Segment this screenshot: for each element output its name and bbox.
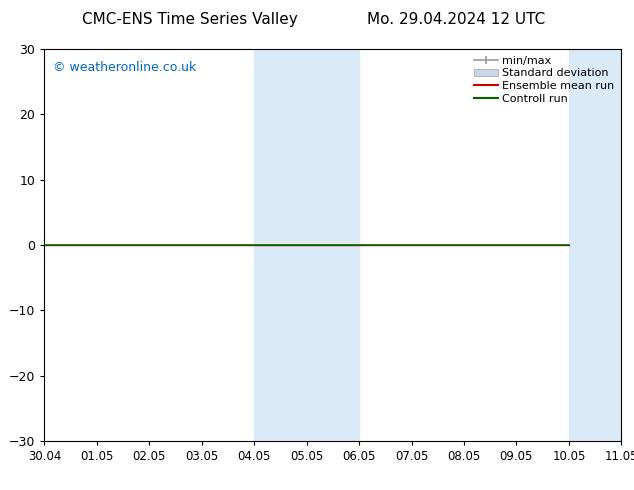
Bar [254, 49, 307, 441]
Text: CMC-ENS Time Series Valley: CMC-ENS Time Series Valley [82, 12, 298, 27]
Bar [569, 49, 621, 441]
Bar [307, 49, 359, 441]
Text: Mo. 29.04.2024 12 UTC: Mo. 29.04.2024 12 UTC [367, 12, 546, 27]
Legend: min/max, Standard deviation, Ensemble mean run, Controll run: min/max, Standard deviation, Ensemble me… [469, 51, 619, 108]
Text: © weatheronline.co.uk: © weatheronline.co.uk [53, 61, 197, 74]
